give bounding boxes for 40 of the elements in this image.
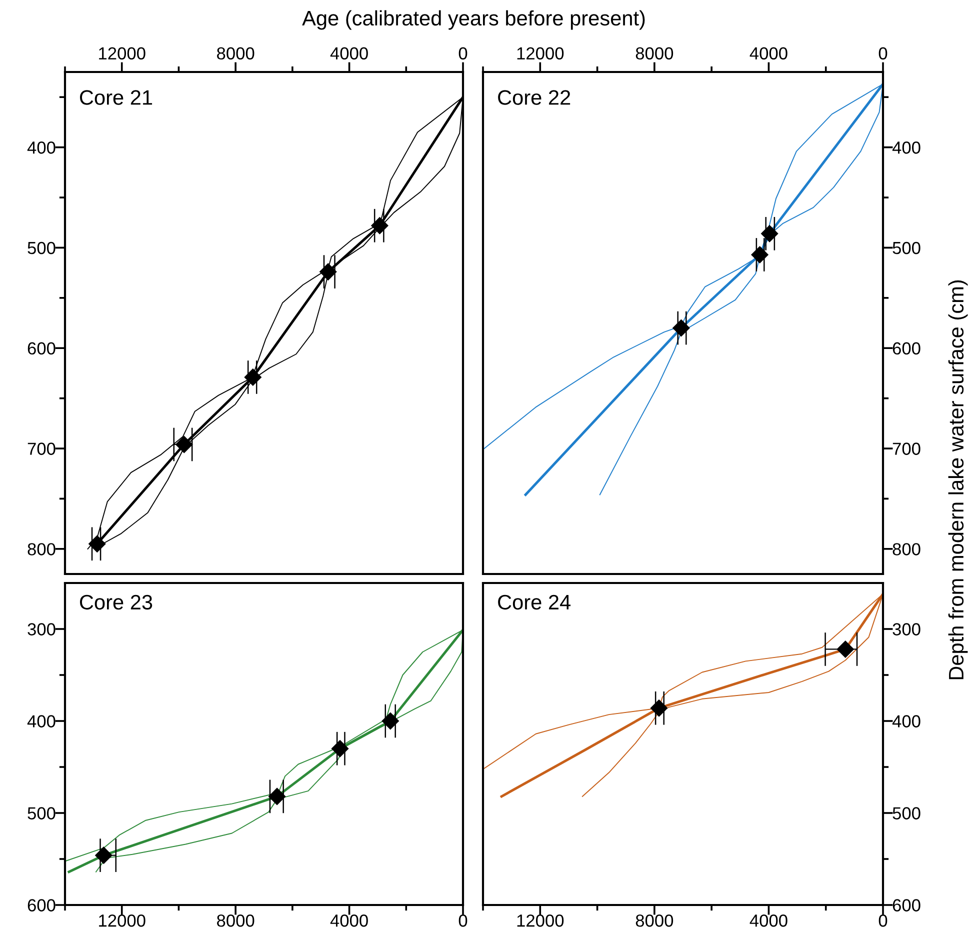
y-tick-label: 600 [28, 899, 56, 912]
y2-tick-label: 500 [892, 242, 920, 254]
x-tick-label: 8000 [636, 914, 674, 927]
text: Core 22 [498, 90, 570, 105]
y-tick-label: 500 [28, 807, 56, 820]
x2-axis-title: Age (calibrated years before present) [302, 10, 645, 30]
y-tick-label: 300 [28, 623, 56, 636]
x2-tick-label: 8000 [636, 47, 674, 60]
y2-tick-label: 400 [892, 141, 920, 154]
y2-tick-label: 700 [892, 442, 920, 455]
y-tick-label: 400 [27, 141, 56, 154]
x2-tick-label: 8000 [217, 47, 254, 60]
y2-axis-title: Depth from modern lake water surface (cm) [948, 280, 968, 680]
x2-tick-label: 12000 [517, 47, 564, 60]
x2-tick-label: 0 [878, 47, 888, 60]
x2-tick-label: 12000 [99, 47, 146, 60]
y2-tick-label: 600 [892, 899, 920, 912]
y-tick-label: 400 [27, 715, 56, 728]
x2-tick-label: 4000 [750, 47, 788, 60]
y2-tick-label: 800 [892, 543, 920, 556]
chart-title: Core 23 [80, 594, 152, 610]
x-tick-label: 12000 [517, 914, 564, 927]
text: Core 21 [80, 90, 152, 105]
chart-title: Core 24 [498, 594, 571, 610]
x-tick-label: 8000 [217, 914, 254, 927]
y2-tick-label: 500 [892, 807, 920, 820]
x-tick-label: 0 [878, 914, 888, 927]
y2-tick-label: 600 [892, 342, 920, 355]
y-tick-label: 600 [28, 342, 56, 355]
x-tick-label: 12000 [99, 914, 146, 927]
y-tick-label: 500 [28, 242, 56, 254]
x2-tick-label: 0 [458, 47, 468, 60]
y-tick-label: 800 [28, 543, 56, 556]
x2-tick-label: 4000 [330, 47, 368, 60]
y2-tick-label: 400 [892, 715, 920, 728]
x-tick-label: 4000 [330, 914, 368, 927]
x-tick-label: 0 [458, 914, 468, 927]
y-tick-label: 700 [28, 442, 56, 455]
y2-tick-label: 300 [892, 623, 920, 636]
x-tick-label: 4000 [750, 914, 788, 927]
